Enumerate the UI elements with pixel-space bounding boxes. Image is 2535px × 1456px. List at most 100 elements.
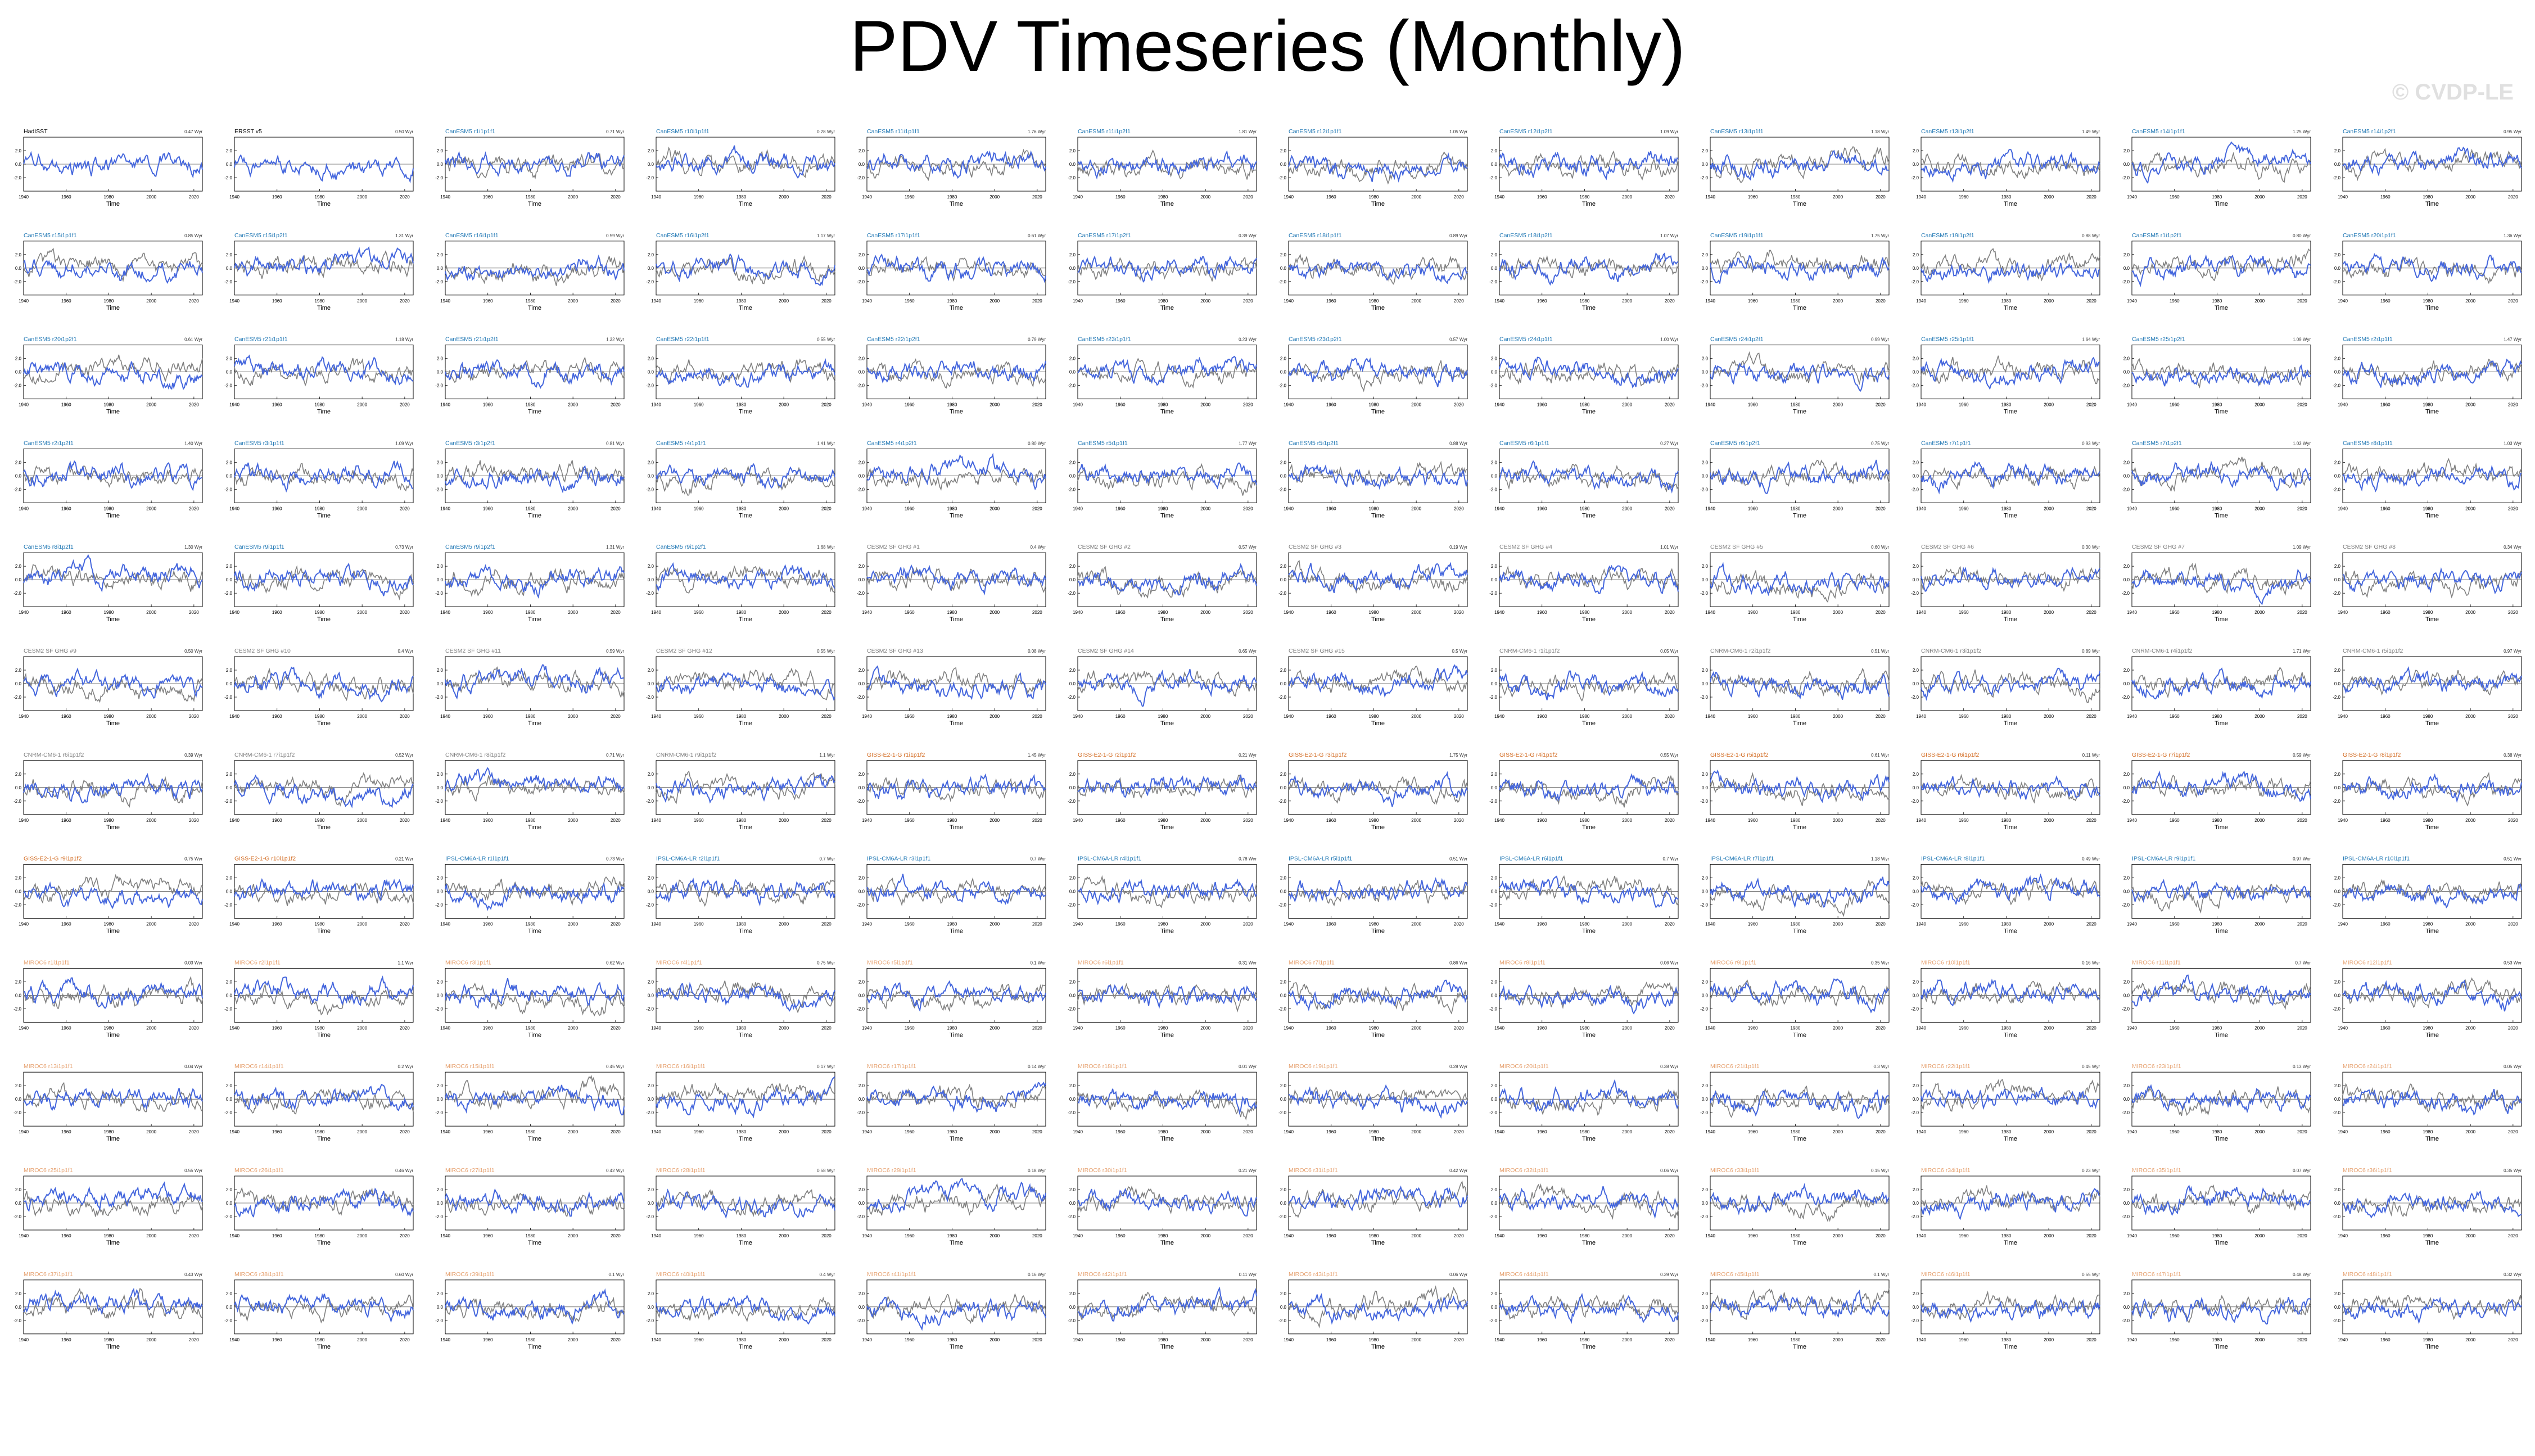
panel-title: CESM2 SF GHG #7 xyxy=(2132,544,2185,550)
x-tick-label: 1980 xyxy=(2423,818,2433,823)
panel-title: GISS-E2-1-G r8i1p1f2 xyxy=(2343,752,2401,758)
obs-series-line xyxy=(656,667,835,700)
panel-title: CNRM-CM6-1 r8i1p1f2 xyxy=(445,752,506,758)
y-tick-label: 0.0 xyxy=(648,1305,654,1310)
y-tick-label: 2.0 xyxy=(2334,564,2341,569)
x-axis-label: Time xyxy=(1371,720,1385,727)
panel-title: CanESM5 r21i1p1f1 xyxy=(234,336,288,343)
x-tick-label: 2000 xyxy=(1622,1337,1632,1342)
x-tick-label: 1980 xyxy=(2423,922,2433,927)
panel-title: MIROC6 r39i1p1f1 xyxy=(445,1271,495,1278)
pdv-series-line xyxy=(1710,876,1890,908)
x-tick-label: 1940 xyxy=(2127,1129,2137,1134)
y-tick-label: 0.0 xyxy=(1913,1305,1919,1310)
y-tick-label: -2.0 xyxy=(646,695,654,700)
x-axis-label: Time xyxy=(2004,1344,2017,1350)
y-tick-label: 2.0 xyxy=(226,460,233,465)
y-tick-label: -2.0 xyxy=(435,591,443,596)
x-tick-label: 1960 xyxy=(1748,195,1758,200)
x-tick-label: 1980 xyxy=(1791,922,1801,927)
y-tick-label: -2.0 xyxy=(1068,695,1076,700)
pdv-series-line xyxy=(1710,978,1890,1014)
y-tick-label: -2.0 xyxy=(13,695,21,700)
x-axis-label: Time xyxy=(2425,1240,2439,1246)
x-tick-label: 2020 xyxy=(1032,818,1042,823)
panel: CNRM-CM6-1 r4i1p1f2 1.71 Wyr2.00.0-2.0194… xyxy=(2122,648,2311,727)
x-tick-label: 1980 xyxy=(2423,299,2433,304)
y-tick-label: 0.0 xyxy=(2123,1097,2130,1102)
pdv-series-line xyxy=(2342,567,2522,595)
x-tick-label: 2000 xyxy=(779,922,789,927)
x-tick-label: 2020 xyxy=(1876,403,1886,408)
panel-title: CanESM5 r20i1p2f1 xyxy=(24,336,77,343)
obs-series-line xyxy=(2342,879,2522,905)
y-tick-label: -2.0 xyxy=(1489,1110,1497,1115)
panel-title: CanESM5 r19i1p2f1 xyxy=(1921,232,1974,239)
y-tick-label: -2.0 xyxy=(857,175,865,180)
x-axis-label: Time xyxy=(2215,720,2228,727)
x-axis-label: Time xyxy=(2425,616,2439,623)
panel-title: CESM2 SF GHG #1 xyxy=(867,544,920,550)
pdv-series-line xyxy=(866,1296,1046,1331)
x-tick-label: 2020 xyxy=(821,922,832,927)
panel-trend: 1.77 Wyr xyxy=(1239,441,1257,446)
panel-title: CanESM5 r19i1p1f1 xyxy=(1710,232,1764,239)
obs-series-line xyxy=(1288,560,1468,594)
y-tick-label: 0.0 xyxy=(648,889,654,894)
obs-series-line xyxy=(23,776,203,808)
x-tick-label: 1940 xyxy=(862,1233,872,1238)
y-tick-label: 2.0 xyxy=(15,979,22,984)
x-tick-label: 1980 xyxy=(104,1233,114,1238)
obs-series-line xyxy=(234,772,414,807)
panel-trend: 0.53 Wyr xyxy=(2504,960,2522,965)
x-tick-label: 1960 xyxy=(272,1233,282,1238)
x-tick-label: 1980 xyxy=(2212,299,2222,304)
x-tick-label: 1960 xyxy=(1959,1025,1969,1030)
y-tick-label: 0.0 xyxy=(15,473,22,478)
x-tick-label: 1960 xyxy=(2170,403,2180,408)
x-tick-label: 1980 xyxy=(315,610,325,615)
x-tick-label: 1960 xyxy=(1537,506,1547,511)
x-tick-label: 1960 xyxy=(905,506,915,511)
y-tick-label: 2.0 xyxy=(2123,876,2130,881)
panel-title: MIROC6 r22i1p1f1 xyxy=(1921,1063,1971,1070)
panel-title: CanESM5 r8i1p1f1 xyxy=(2343,440,2393,446)
x-tick-label: 1980 xyxy=(1791,299,1801,304)
x-axis-label: Time xyxy=(1793,824,1806,831)
panel-trend: 0.05 Wyr xyxy=(1660,649,1678,654)
x-tick-label: 2020 xyxy=(189,714,199,719)
y-tick-label: 2.0 xyxy=(1069,772,1076,777)
panel-trend: 0.51 Wyr xyxy=(1871,649,1889,654)
x-tick-label: 1940 xyxy=(19,195,29,200)
obs-series-line xyxy=(23,672,203,703)
y-tick-label: -2.0 xyxy=(1700,1006,1708,1011)
x-axis-label: Time xyxy=(1793,512,1806,519)
panel-title: CESM2 SF GHG #11 xyxy=(445,648,501,654)
x-tick-label: 1940 xyxy=(1284,1129,1294,1134)
x-tick-label: 1940 xyxy=(862,714,872,719)
pdv-series-line xyxy=(1921,1298,2100,1323)
panel-title: CanESM5 r25i1p2f1 xyxy=(2132,336,2185,343)
x-tick-label: 1960 xyxy=(905,1025,915,1030)
y-tick-label: -2.0 xyxy=(1911,383,1919,388)
panel-trend: 0.55 Wyr xyxy=(1660,753,1678,758)
x-tick-label: 1940 xyxy=(1284,1025,1294,1030)
panel-trend: 0.03 Wyr xyxy=(184,960,202,965)
panel-title: MIROC6 r44i1p1f1 xyxy=(1499,1271,1549,1278)
y-tick-label: 0.0 xyxy=(1491,993,1498,998)
x-tick-label: 2020 xyxy=(821,1025,832,1030)
x-tick-label: 1960 xyxy=(694,1129,704,1134)
pdv-series-line xyxy=(234,460,414,493)
obs-series-line xyxy=(2131,775,2311,801)
x-tick-label: 1940 xyxy=(19,714,29,719)
x-tick-label: 2000 xyxy=(357,922,367,927)
y-tick-label: 2.0 xyxy=(1702,1083,1709,1088)
x-tick-label: 1980 xyxy=(2001,1233,2012,1238)
x-tick-label: 1980 xyxy=(104,195,114,200)
x-tick-label: 2000 xyxy=(568,818,578,823)
